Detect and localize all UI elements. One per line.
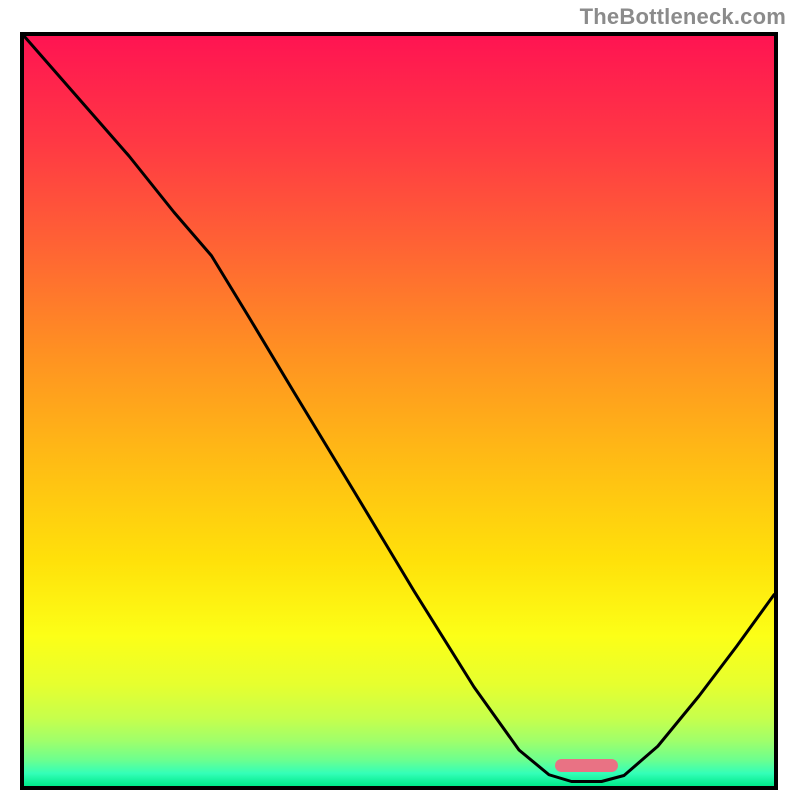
plot-area: [20, 32, 778, 790]
curve-line: [24, 36, 774, 786]
canvas: TheBottleneck.com: [0, 0, 800, 800]
curve-polyline: [24, 36, 774, 782]
optimal-marker: [555, 759, 617, 772]
watermark-text: TheBottleneck.com: [580, 4, 786, 30]
